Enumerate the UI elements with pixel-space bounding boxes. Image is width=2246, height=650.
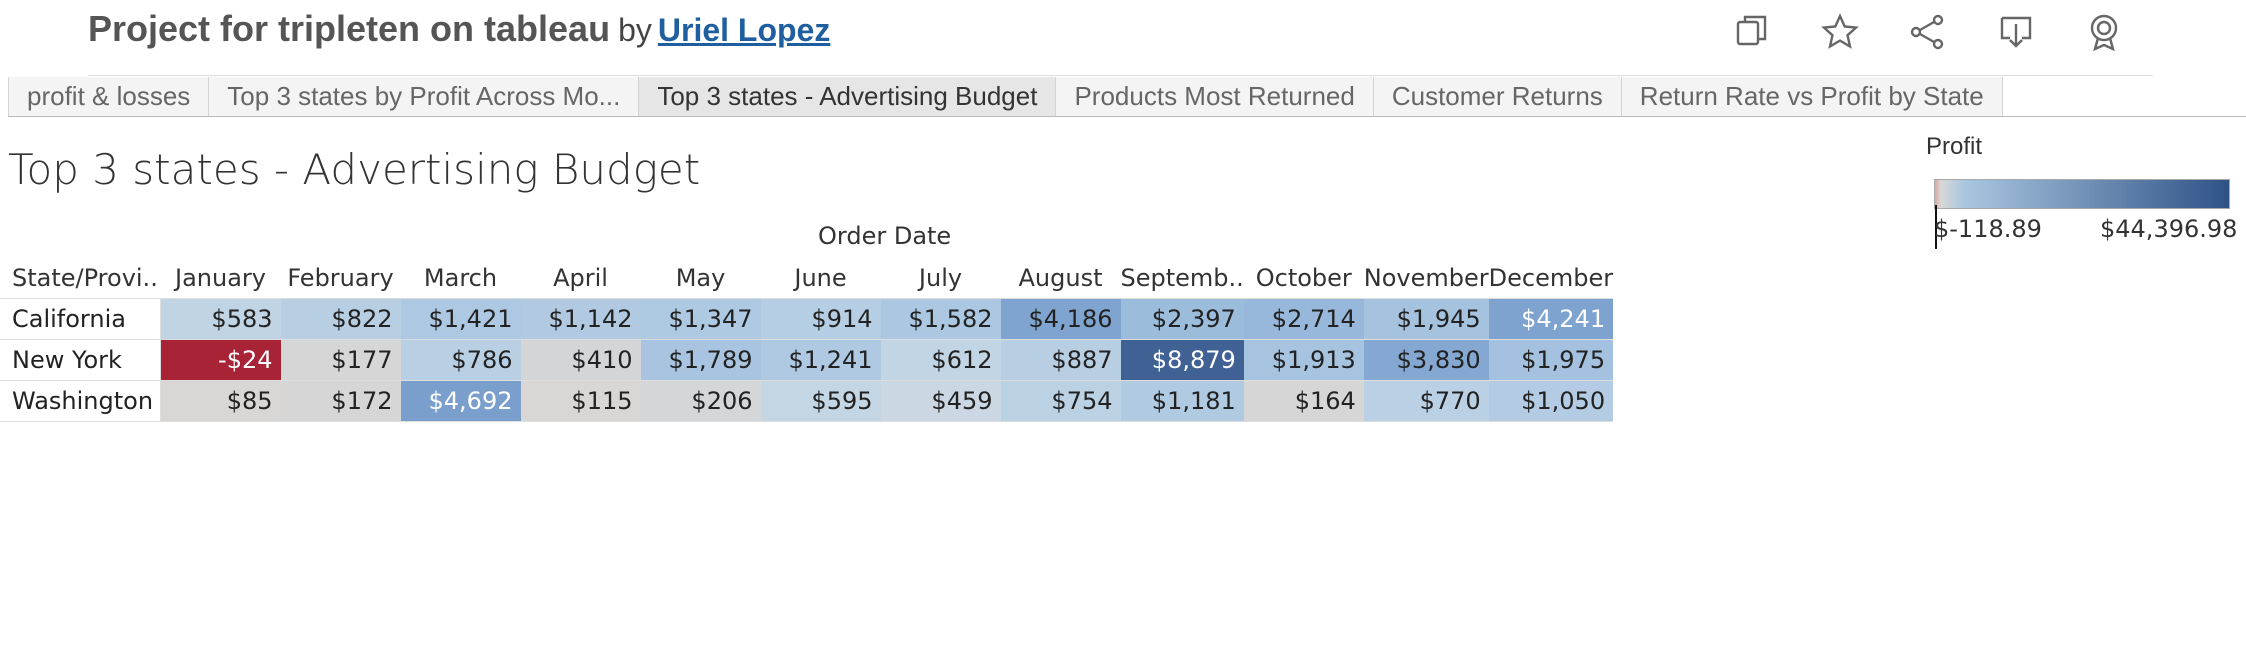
table-cell[interactable]: $115 — [520, 380, 641, 422]
table-cell[interactable]: -$24 — [160, 339, 281, 381]
duplicate-icon[interactable] — [1730, 10, 1774, 54]
tab-0[interactable]: profit & losses — [8, 77, 209, 116]
tab-2[interactable]: Top 3 states - Advertising Budget — [638, 77, 1056, 116]
table-cell[interactable]: $172 — [280, 380, 401, 422]
header-divider — [88, 75, 2153, 76]
month-header[interactable]: November — [1363, 264, 1489, 292]
table-cell[interactable]: $4,241 — [1488, 298, 1614, 340]
table-cell[interactable]: $459 — [880, 380, 1001, 422]
table-cell[interactable]: $1,975 — [1488, 339, 1614, 381]
table-cell[interactable]: $583 — [160, 298, 281, 340]
table-cell[interactable]: $206 — [640, 380, 761, 422]
table-cell[interactable]: $1,421 — [400, 298, 521, 340]
table-cell[interactable]: $612 — [880, 339, 1001, 381]
month-header[interactable]: April — [553, 264, 608, 292]
legend-min-label: $-118.89 — [1934, 215, 2042, 243]
table-row: California $583 $822 $1,421 $1,142 $1,347 $914… — [0, 298, 1614, 340]
table-cell[interactable]: $410 — [520, 339, 641, 381]
star-icon[interactable] — [1818, 10, 1862, 54]
share-icon[interactable] — [1906, 10, 1950, 54]
badge-icon[interactable] — [2082, 10, 2126, 54]
table-cell[interactable]: $770 — [1363, 380, 1489, 422]
month-header[interactable]: February — [287, 264, 394, 292]
table-cell[interactable]: $914 — [760, 298, 881, 340]
workbook-title: Project for tripleten on tableau — [88, 8, 611, 49]
row-header: State/Provi.. — [12, 264, 158, 292]
author-link[interactable]: Uriel Lopez — [657, 12, 831, 48]
month-header[interactable]: January — [175, 264, 266, 292]
sheet-tabs: profit & losses Top 3 states by Profit Ac… — [8, 77, 2246, 117]
header-toolbar — [1730, 10, 2126, 54]
month-header[interactable]: December — [1488, 264, 1614, 292]
state-label[interactable]: New York — [0, 339, 161, 381]
table-cell[interactable]: $754 — [1000, 380, 1121, 422]
table-cell[interactable]: $2,714 — [1243, 298, 1364, 340]
legend-zero-marker — [1935, 205, 1937, 249]
table-cell[interactable]: $1,050 — [1488, 380, 1614, 422]
table-cell[interactable]: $8,879 — [1120, 339, 1244, 381]
tab-1[interactable]: Top 3 states by Profit Across Mo... — [208, 77, 639, 116]
month-header[interactable]: August — [1018, 264, 1103, 292]
month-header[interactable]: July — [918, 264, 963, 292]
month-header[interactable]: October — [1255, 264, 1352, 292]
table-cell[interactable]: $786 — [400, 339, 521, 381]
crosstab-table: State/Provi.. January February March April Ma… — [0, 258, 1614, 422]
table-cell[interactable]: $1,945 — [1363, 298, 1489, 340]
table-cell[interactable]: $887 — [1000, 339, 1121, 381]
by-label: by — [618, 12, 652, 48]
month-header[interactable]: Septemb.. — [1120, 264, 1244, 292]
month-header[interactable]: May — [675, 264, 726, 292]
table-cell[interactable]: $85 — [160, 380, 281, 422]
table-row: Washington $85 $172 $4,692 $115 $206 $595 $459 $… — [0, 380, 1614, 422]
table-cell[interactable]: $1,913 — [1243, 339, 1364, 381]
tab-4[interactable]: Customer Returns — [1372, 77, 1621, 116]
state-label[interactable]: Washington — [0, 380, 161, 422]
legend-color-ramp[interactable] — [1934, 179, 2230, 209]
legend-title: Profit — [1926, 133, 1983, 160]
table-cell[interactable]: $1,241 — [760, 339, 881, 381]
legend-max-label: $44,396.98 — [2100, 215, 2238, 243]
state-label[interactable]: California — [0, 298, 161, 340]
dashboard-header: Project for tripleten on tableau by Uriel … — [0, 0, 2246, 74]
table-cell[interactable]: $4,692 — [400, 380, 521, 422]
table-cell[interactable]: $1,181 — [1120, 380, 1244, 422]
table-cell[interactable]: $595 — [760, 380, 881, 422]
tab-3[interactable]: Products Most Returned — [1055, 77, 1373, 116]
table-cell[interactable]: $1,347 — [640, 298, 761, 340]
sheet-title: Top 3 states - Advertising Budget — [8, 145, 701, 194]
table-cell[interactable]: $177 — [280, 339, 401, 381]
table-cell[interactable]: $4,186 — [1000, 298, 1121, 340]
table-cell[interactable]: $164 — [1243, 380, 1364, 422]
column-group-label: Order Date — [818, 222, 952, 250]
tab-5[interactable]: Return Rate vs Profit by State — [1620, 77, 2003, 116]
table-cell[interactable]: $1,142 — [520, 298, 641, 340]
table-cell[interactable]: $3,830 — [1363, 339, 1489, 381]
table-cell[interactable]: $822 — [280, 298, 401, 340]
month-header[interactable]: June — [794, 264, 847, 292]
month-header[interactable]: March — [423, 264, 498, 292]
table-row: New York -$24 $177 $786 $410 $1,789 $1,241 $612… — [0, 339, 1614, 381]
download-icon[interactable] — [1994, 10, 2038, 54]
profit-legend: Profit $-118.89 $44,396.98 — [1926, 133, 2237, 249]
workbook-title-area: Project for tripleten on tableau by Uriel … — [88, 8, 830, 50]
table-cell[interactable]: $1,582 — [880, 298, 1001, 340]
table-cell[interactable]: $1,789 — [640, 339, 761, 381]
table-cell[interactable]: $2,397 — [1120, 298, 1244, 340]
